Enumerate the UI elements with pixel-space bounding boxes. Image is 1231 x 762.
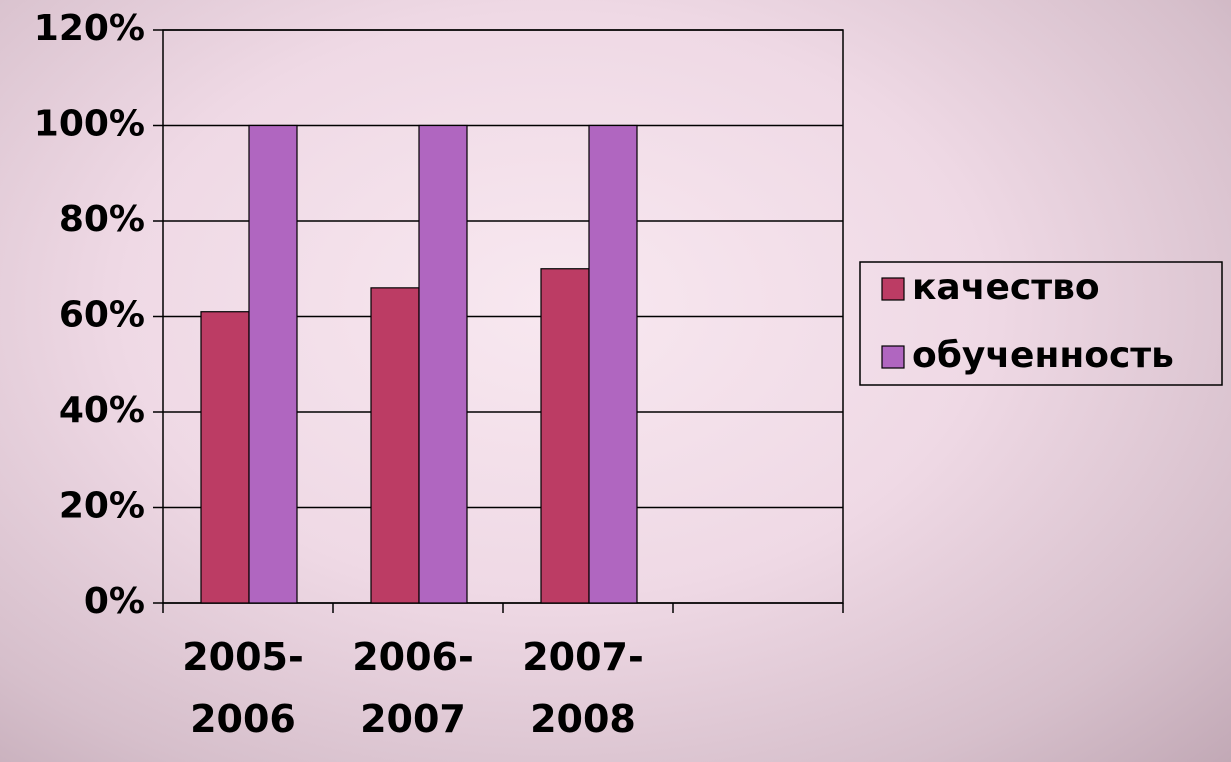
y-tick-label: 40% — [59, 390, 145, 431]
x-tick-label: 2006- 2007 — [352, 635, 474, 741]
y-tick-label: 120% — [34, 8, 145, 49]
bar — [370, 287, 420, 604]
legend-label: обученность — [912, 335, 1174, 376]
y-tick-label: 0% — [84, 581, 145, 622]
bar — [540, 268, 590, 604]
legend-swatch — [881, 277, 905, 301]
bar — [588, 124, 638, 604]
y-tick-label: 80% — [59, 199, 145, 240]
y-tick-label: 100% — [34, 104, 145, 145]
legend-label: качество — [912, 267, 1100, 308]
y-tick-label: 60% — [59, 295, 145, 336]
legend-swatch — [881, 345, 905, 369]
bar — [200, 311, 250, 604]
x-tick-label: 2005- 2006 — [182, 635, 304, 741]
y-tick-label: 20% — [59, 486, 145, 527]
x-tick-label: 2007- 2008 — [522, 635, 644, 741]
bar — [248, 124, 298, 604]
legend-box — [859, 261, 1223, 386]
bar — [418, 124, 468, 604]
